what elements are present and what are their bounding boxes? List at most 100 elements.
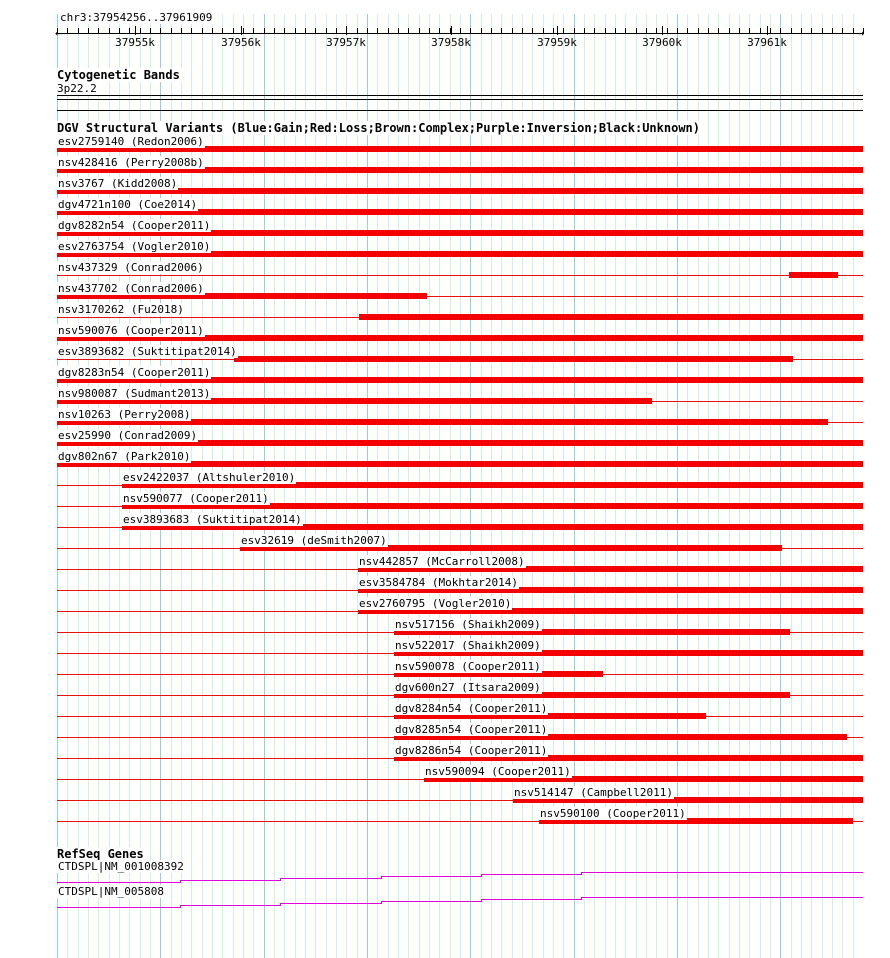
gridline: [687, 0, 688, 958]
variant-track-label[interactable]: nsv517156 (Shaikh2009): [394, 618, 542, 631]
variant-bar[interactable]: [234, 356, 793, 362]
variant-track-label[interactable]: dgv4721n100 (Coe2014): [57, 198, 199, 211]
variant-bar[interactable]: [394, 629, 790, 635]
variant-bar[interactable]: [394, 671, 603, 677]
variant-track-label[interactable]: esv3893683 (Suktitipat2014): [122, 513, 303, 526]
ruler-tick: [615, 28, 616, 34]
variant-bar[interactable]: [394, 692, 790, 698]
gene-exon-segment[interactable]: [57, 882, 180, 883]
variant-track-label[interactable]: dgv802n67 (Park2010): [57, 450, 192, 463]
section-divider-bottom: [57, 110, 863, 111]
gridline: [367, 0, 368, 958]
ruler-tick: [222, 28, 223, 34]
variant-track-label[interactable]: nsv428416 (Perry2008b): [57, 156, 205, 169]
gene-track-label[interactable]: CTDSPL|NM_001008392: [57, 860, 185, 873]
gridline: [501, 0, 502, 958]
gene-exon-segment[interactable]: [381, 876, 481, 877]
variant-track-label[interactable]: nsv590077 (Cooper2011): [122, 492, 270, 505]
variant-track-label[interactable]: esv2763754 (Vogler2010): [57, 240, 212, 253]
right-arrow-icon[interactable]: →: [857, 26, 865, 40]
variant-track-label[interactable]: nsv3767 (Kidd2008): [57, 177, 179, 190]
variant-track-label[interactable]: dgv8284n54 (Cooper2011): [394, 702, 549, 715]
ruler-tick: [191, 28, 192, 34]
gene-track-label[interactable]: CTDSPL|NM_005808: [57, 885, 165, 898]
gene-exon-segment[interactable]: [581, 872, 863, 873]
cytogenetic-band-value[interactable]: 3p22.2: [57, 82, 99, 95]
variant-track-label[interactable]: dgv8286n54 (Cooper2011): [394, 744, 549, 757]
variant-bar[interactable]: [513, 797, 863, 803]
variant-track-label[interactable]: dgv8285n54 (Cooper2011): [394, 723, 549, 736]
variant-track-label[interactable]: nsv437702 (Conrad2006): [57, 282, 205, 295]
variant-track-label[interactable]: esv25990 (Conrad2009): [57, 429, 199, 442]
variant-track-label[interactable]: nsv437329 (Conrad2006): [57, 261, 205, 274]
coordinate-label: chr3:37954256..37961909: [59, 11, 214, 24]
gene-exon-segment[interactable]: [481, 874, 581, 875]
variant-track-label[interactable]: nsv3170262 (Fu2018): [57, 303, 185, 316]
gene-exon-segment[interactable]: [280, 878, 381, 879]
variant-track-label[interactable]: esv32619 (deSmith2007): [240, 534, 388, 547]
variant-bar[interactable]: [122, 524, 863, 530]
gene-exon-segment[interactable]: [180, 905, 280, 906]
variant-bar[interactable]: [240, 545, 782, 551]
gene-exon-segment[interactable]: [581, 897, 863, 898]
variant-bar[interactable]: [57, 398, 652, 404]
variant-bar[interactable]: [358, 566, 863, 572]
ruler-tick: [646, 28, 647, 34]
variant-track-label[interactable]: esv2759140 (Redon2006): [57, 135, 205, 148]
variant-bar[interactable]: [358, 608, 863, 614]
gene-exon-segment[interactable]: [280, 903, 381, 904]
variant-bar[interactable]: [122, 482, 863, 488]
variant-track-label[interactable]: esv3893682 (Suktitipat2014): [57, 345, 238, 358]
ruler-tick: [377, 28, 378, 34]
variant-track-label[interactable]: dgv8283n54 (Cooper2011): [57, 366, 212, 379]
variant-bar[interactable]: [394, 755, 863, 761]
gridline: [532, 0, 533, 958]
ruler-tick: [233, 28, 234, 34]
ruler-tick: [78, 28, 79, 34]
variant-bar[interactable]: [394, 713, 706, 719]
variant-bar[interactable]: [424, 776, 863, 782]
variant-bar[interactable]: [789, 272, 838, 278]
variant-track-label[interactable]: dgv600n27 (Itsara2009): [394, 681, 542, 694]
ruler-major-tick: [557, 26, 558, 35]
variant-track-label[interactable]: esv2422037 (Altshuler2010): [122, 471, 297, 484]
variant-bar[interactable]: [358, 587, 863, 593]
variant-track-label[interactable]: dgv8282n54 (Cooper2011): [57, 219, 212, 232]
variant-track-label[interactable]: nsv514147 (Campbell2011): [513, 786, 674, 799]
ruler-tick: [811, 28, 812, 34]
gridline: [749, 0, 750, 958]
section-divider-top: [57, 99, 863, 100]
gene-exon-segment[interactable]: [180, 880, 280, 881]
gridline: [770, 0, 771, 958]
gene-exon-segment[interactable]: [381, 901, 481, 902]
variant-track-label[interactable]: nsv590094 (Cooper2011): [424, 765, 572, 778]
variant-bar[interactable]: [122, 503, 863, 509]
variant-track-label[interactable]: nsv522017 (Shaikh2009): [394, 639, 542, 652]
gene-intron-riser: [381, 876, 382, 879]
ruler-tick-label: 37955k: [115, 36, 155, 49]
coordinate-ruler[interactable]: chr3:37954256..37961909 ← → 37955k 37956k…: [0, 0, 890, 58]
gridline: [708, 0, 709, 958]
variant-track-label[interactable]: nsv590076 (Cooper2011): [57, 324, 205, 337]
ruler-tick: [532, 28, 533, 34]
left-arrow-icon[interactable]: ←: [55, 26, 63, 40]
variant-track-label[interactable]: esv2760795 (Vogler2010): [358, 597, 513, 610]
variant-bar[interactable]: [57, 293, 427, 299]
gene-exon-segment[interactable]: [481, 899, 581, 900]
variant-track-label[interactable]: nsv590078 (Cooper2011): [394, 660, 542, 673]
ruler-tick: [594, 28, 595, 34]
variant-bar[interactable]: [539, 818, 853, 824]
gene-exon-segment[interactable]: [57, 907, 180, 908]
variant-track-label[interactable]: nsv980087 (Sudmant2013): [57, 387, 212, 400]
gridline: [822, 0, 823, 958]
gridline: [698, 0, 699, 958]
variant-track-label[interactable]: esv3584784 (Mokhtar2014): [358, 576, 519, 589]
variant-track-label[interactable]: nsv590100 (Cooper2011): [539, 807, 687, 820]
variant-track-label[interactable]: nsv10263 (Perry2008): [57, 408, 192, 421]
variant-bar[interactable]: [394, 650, 863, 656]
variant-bar[interactable]: [57, 419, 828, 425]
variant-bar[interactable]: [359, 314, 863, 320]
variant-track-label[interactable]: nsv442857 (McCarroll2008): [358, 555, 526, 568]
variant-bar[interactable]: [394, 734, 847, 740]
gridline: [315, 0, 316, 958]
